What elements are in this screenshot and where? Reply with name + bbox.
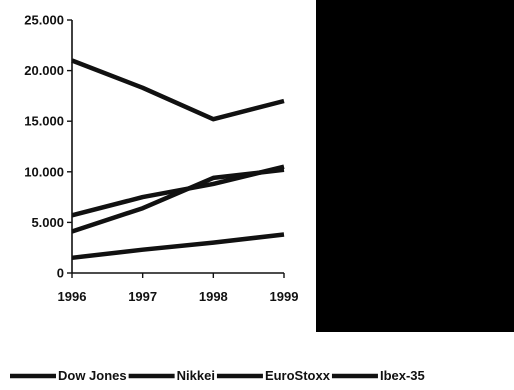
x-tick-labels: 1996 1997 1998 1999	[58, 289, 299, 304]
legend-label-nikkei: Nikkei	[177, 368, 215, 383]
x-tick-label: 1996	[58, 289, 87, 304]
series-lines	[71, 58, 285, 261]
legend-label-ibex-35: Ibex-35	[380, 368, 425, 383]
y-tick-labels: 0 5.000 10.000 15.000 20.000 25.000	[24, 13, 64, 281]
series-line-nikkei	[71, 58, 285, 122]
legend-label-eurostoxx: EuroStoxx	[265, 368, 331, 383]
x-tick-label: 1998	[199, 289, 228, 304]
legend-label-dow-jones: Dow Jones	[58, 368, 127, 383]
x-tick-label: 1997	[128, 289, 157, 304]
series-line-eurostoxx	[71, 167, 285, 234]
dark-panel	[316, 0, 514, 332]
y-tick-label: 0	[57, 266, 64, 281]
y-tick-label: 20.000	[24, 63, 64, 78]
y-tick-label: 5.000	[31, 215, 64, 230]
legend: Dow Jones Nikkei EuroStoxx Ibex-35	[10, 368, 425, 383]
y-tick-label: 10.000	[24, 164, 64, 179]
y-tick-label: 15.000	[24, 114, 64, 129]
series-line-ibex-35	[71, 232, 285, 261]
y-tick-label: 25.000	[24, 13, 64, 28]
x-tick-label: 1999	[270, 289, 299, 304]
